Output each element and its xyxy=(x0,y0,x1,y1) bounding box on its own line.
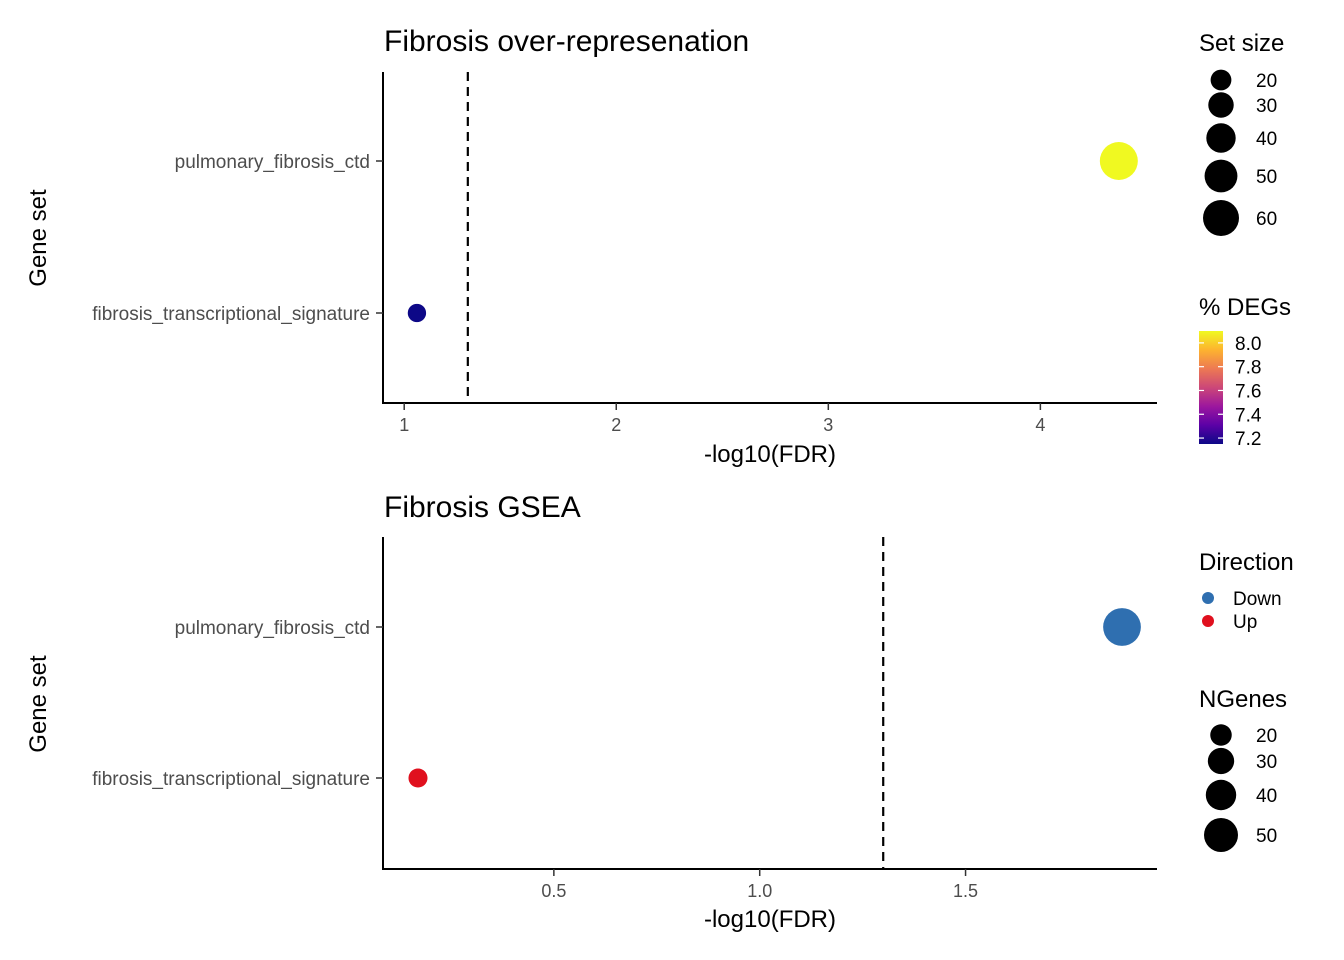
legend-colorbar xyxy=(1199,331,1223,444)
panel-1-x-axis-label: -log10(FDR) xyxy=(704,441,836,468)
x-tick-label: 1.5 xyxy=(953,881,978,901)
legend-direction-label: Up xyxy=(1233,612,1257,633)
legend-size-key xyxy=(1206,123,1236,153)
x-tick-label: 1 xyxy=(399,415,409,435)
data-point xyxy=(1103,608,1141,646)
colorbar-tick-label: 8.0 xyxy=(1235,334,1261,355)
colorbar-tick-label: 7.8 xyxy=(1235,358,1261,379)
x-tick-label: 1.0 xyxy=(747,881,772,901)
panel-1-y-axis-label: Gene set xyxy=(25,189,52,287)
legend-direction-key xyxy=(1202,592,1214,604)
x-tick-label: 4 xyxy=(1035,415,1045,435)
colorbar-tick-label: 7.6 xyxy=(1235,381,1261,402)
legend-size-label: 30 xyxy=(1256,96,1277,117)
data-point xyxy=(408,768,428,788)
legend-direction-title: Direction xyxy=(1199,549,1294,576)
y-tick-label: pulmonary_fibrosis_ctd xyxy=(175,152,370,173)
legend-size-label: 60 xyxy=(1256,209,1277,230)
legend-direction-label: Down xyxy=(1233,589,1282,610)
legend-ngenes-title: NGenes xyxy=(1199,686,1287,713)
y-tick-label: fibrosis_transcriptional_signature xyxy=(92,304,370,325)
legend-size-label: 20 xyxy=(1256,71,1277,92)
y-tick-label: fibrosis_transcriptional_signature xyxy=(92,769,370,790)
data-point xyxy=(407,303,427,323)
legend-size-key xyxy=(1204,159,1238,193)
panel-1-title: Fibrosis over-represenation xyxy=(384,25,749,58)
legend-direction-key xyxy=(1202,615,1214,627)
x-tick-label: 2 xyxy=(611,415,621,435)
legend-size-key xyxy=(1207,747,1235,775)
legend-size-key xyxy=(1208,92,1234,118)
x-tick-label: 3 xyxy=(823,415,833,435)
legend-size-key xyxy=(1210,69,1232,91)
panel-2-y-axis-label: Gene set xyxy=(25,655,52,753)
panel-gsea: Fibrosis GSEA 0.5 1.0 1.5 pulmonary_fibros… xyxy=(25,491,1157,933)
legend-size-label: 40 xyxy=(1256,786,1277,807)
legend-size-label: 50 xyxy=(1256,826,1277,847)
panel-2-title: Fibrosis GSEA xyxy=(384,491,581,524)
legend-size-label: 40 xyxy=(1256,129,1277,150)
x-tick-label: 0.5 xyxy=(541,881,566,901)
legend-size-label: 20 xyxy=(1256,726,1277,747)
legend-size-key xyxy=(1205,779,1237,811)
legend-size-label: 30 xyxy=(1256,752,1277,773)
legend-pct-degs: % DEGs 8.0 7.87.6 7.4 7.2 xyxy=(1199,294,1291,450)
data-point xyxy=(1099,142,1138,180)
legend-size-key xyxy=(1210,724,1232,746)
legend-size-label: 50 xyxy=(1256,167,1277,188)
colorbar-tick-label: 7.4 xyxy=(1235,405,1262,426)
panel-2-x-axis-label: -log10(FDR) xyxy=(704,906,836,933)
legend-size-key xyxy=(1203,200,1239,236)
legend-set-size-title: Set size xyxy=(1199,30,1284,57)
panel-over-representation: Fibrosis over-represenation 1 2 3 4 pulmona… xyxy=(25,25,1157,468)
legend-pct-degs-title: % DEGs xyxy=(1199,294,1291,321)
legend-size-key xyxy=(1204,818,1238,852)
legend-set-size: Set size 20 30 40 50 60 xyxy=(1199,30,1284,236)
colorbar-tick-label: 7.2 xyxy=(1235,429,1261,450)
legend-ngenes: NGenes 20 30 40 50 xyxy=(1199,686,1287,852)
y-tick-label: pulmonary_fibrosis_ctd xyxy=(175,618,370,639)
